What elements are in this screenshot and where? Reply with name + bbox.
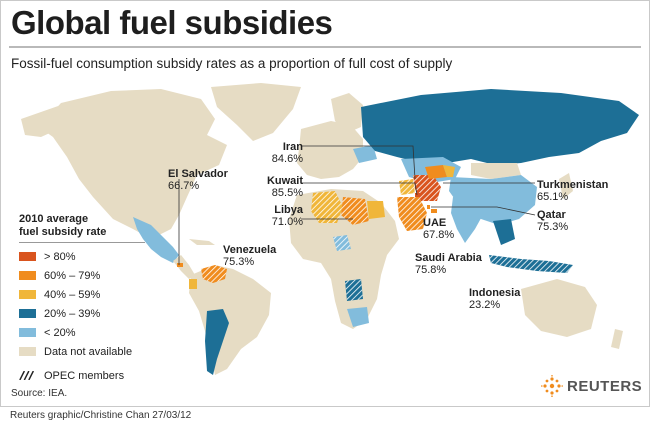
central-america	[173, 255, 195, 279]
europe	[297, 121, 363, 179]
greenland	[211, 83, 301, 141]
scandinavia	[331, 93, 363, 133]
page-title: Global fuel subsidies	[11, 4, 333, 41]
ecuador-shape	[189, 279, 197, 289]
opec-hatch-icon	[19, 371, 34, 380]
mexico	[133, 217, 179, 263]
alaska	[21, 105, 63, 137]
uzbekistan-shape	[443, 165, 455, 177]
iraq-opec-hatch	[399, 179, 415, 195]
nigeria-opec-hatch	[333, 235, 351, 251]
japan	[559, 173, 573, 199]
title-divider	[9, 46, 641, 48]
libya-opec-hatch	[341, 197, 369, 225]
legend-swatch	[19, 252, 36, 261]
algeria-opec-hatch	[311, 191, 343, 223]
leader-lines	[178, 145, 536, 265]
mongolia	[471, 163, 521, 179]
el-salvador-shape	[177, 263, 183, 267]
legend-item: Data not available	[19, 342, 169, 361]
india-shape	[451, 197, 485, 243]
qatar-shape	[427, 205, 430, 209]
legend-label: Data not available	[44, 345, 133, 358]
legend-swatch	[19, 271, 36, 280]
legend-label: < 20%	[44, 326, 76, 339]
reuters-dots-icon	[541, 375, 563, 397]
legend-label: 60% – 79%	[44, 269, 101, 282]
world-map	[21, 83, 639, 375]
label-qatar: Qatar 75.3%	[537, 209, 569, 233]
south-africa-shape	[347, 307, 369, 327]
legend-label: > 80%	[44, 250, 76, 263]
indonesia-opec-hatch	[489, 255, 573, 273]
legend-swatch	[19, 347, 36, 356]
legend-label-opec: OPEC members	[44, 369, 125, 382]
egypt-shape	[367, 201, 385, 219]
label-iran: Iran 84.6%	[271, 141, 303, 165]
legend-title-line-1: 2010 average	[19, 213, 89, 225]
turkmenistan-shape	[425, 165, 447, 179]
source-note: Source: IEA.	[11, 388, 68, 399]
reuters-wordmark: REUTERS	[567, 377, 643, 395]
angola-opec-hatch	[345, 279, 363, 301]
southeast-asia-shape	[493, 219, 515, 245]
graphic-credit: Reuters graphic/Christine Chan 27/03/12	[10, 410, 192, 421]
uae-shape	[431, 209, 437, 213]
label-kuwait: Kuwait 85.5%	[266, 175, 303, 199]
label-venezuela: Venezuela 75.3%	[223, 244, 277, 268]
cuba	[189, 239, 215, 245]
russia-shape	[361, 89, 639, 165]
ukraine-shape	[353, 145, 377, 163]
venezuela-opec-hatch	[201, 265, 227, 283]
label-turkmenistan: Turkmenistan 65.1%	[537, 179, 609, 203]
legend-item: 40% – 59%	[19, 285, 169, 304]
legend-item: 20% – 39%	[19, 304, 169, 323]
legend-title: 2010 average fuel subsidy rate	[19, 213, 169, 239]
new-zealand	[611, 329, 623, 349]
legend-label: 20% – 39%	[44, 307, 101, 320]
legend-swatch	[19, 328, 36, 337]
label-libya: Libya 71.0%	[271, 204, 303, 228]
africa	[289, 189, 399, 329]
map-legend: 2010 average fuel subsidy rate > 80% 60%…	[19, 213, 169, 385]
kuwait-shape	[415, 193, 420, 197]
legend-divider	[19, 242, 145, 243]
legend-item-opec: OPEC members	[19, 366, 169, 385]
legend-title-line-2: fuel subsidy rate	[19, 226, 107, 238]
graphic-card: Global fuel subsidies Fossil-fuel consum…	[0, 0, 650, 407]
legend-label: 40% – 59%	[44, 288, 101, 301]
label-uae: UAE 67.8%	[423, 217, 455, 241]
label-el-salvador: El Salvador 66.7%	[168, 168, 228, 192]
legend-item: 60% – 79%	[19, 266, 169, 285]
legend-item: < 20%	[19, 323, 169, 342]
label-saudi-arabia: Saudi Arabia 75.8%	[415, 252, 482, 276]
south-america	[189, 265, 271, 375]
north-america	[39, 89, 227, 239]
saudi-arabia-opec-hatch	[397, 197, 427, 231]
australia	[521, 279, 597, 337]
page-subtitle: Fossil-fuel consumption subsidy rates as…	[11, 56, 453, 71]
legend-swatch	[19, 309, 36, 318]
legend-swatch	[19, 290, 36, 299]
legend-item: > 80%	[19, 247, 169, 266]
label-indonesia: Indonesia 23.2%	[469, 287, 521, 311]
reuters-logo: REUTERS	[541, 375, 642, 397]
argentina-shape	[205, 309, 229, 375]
